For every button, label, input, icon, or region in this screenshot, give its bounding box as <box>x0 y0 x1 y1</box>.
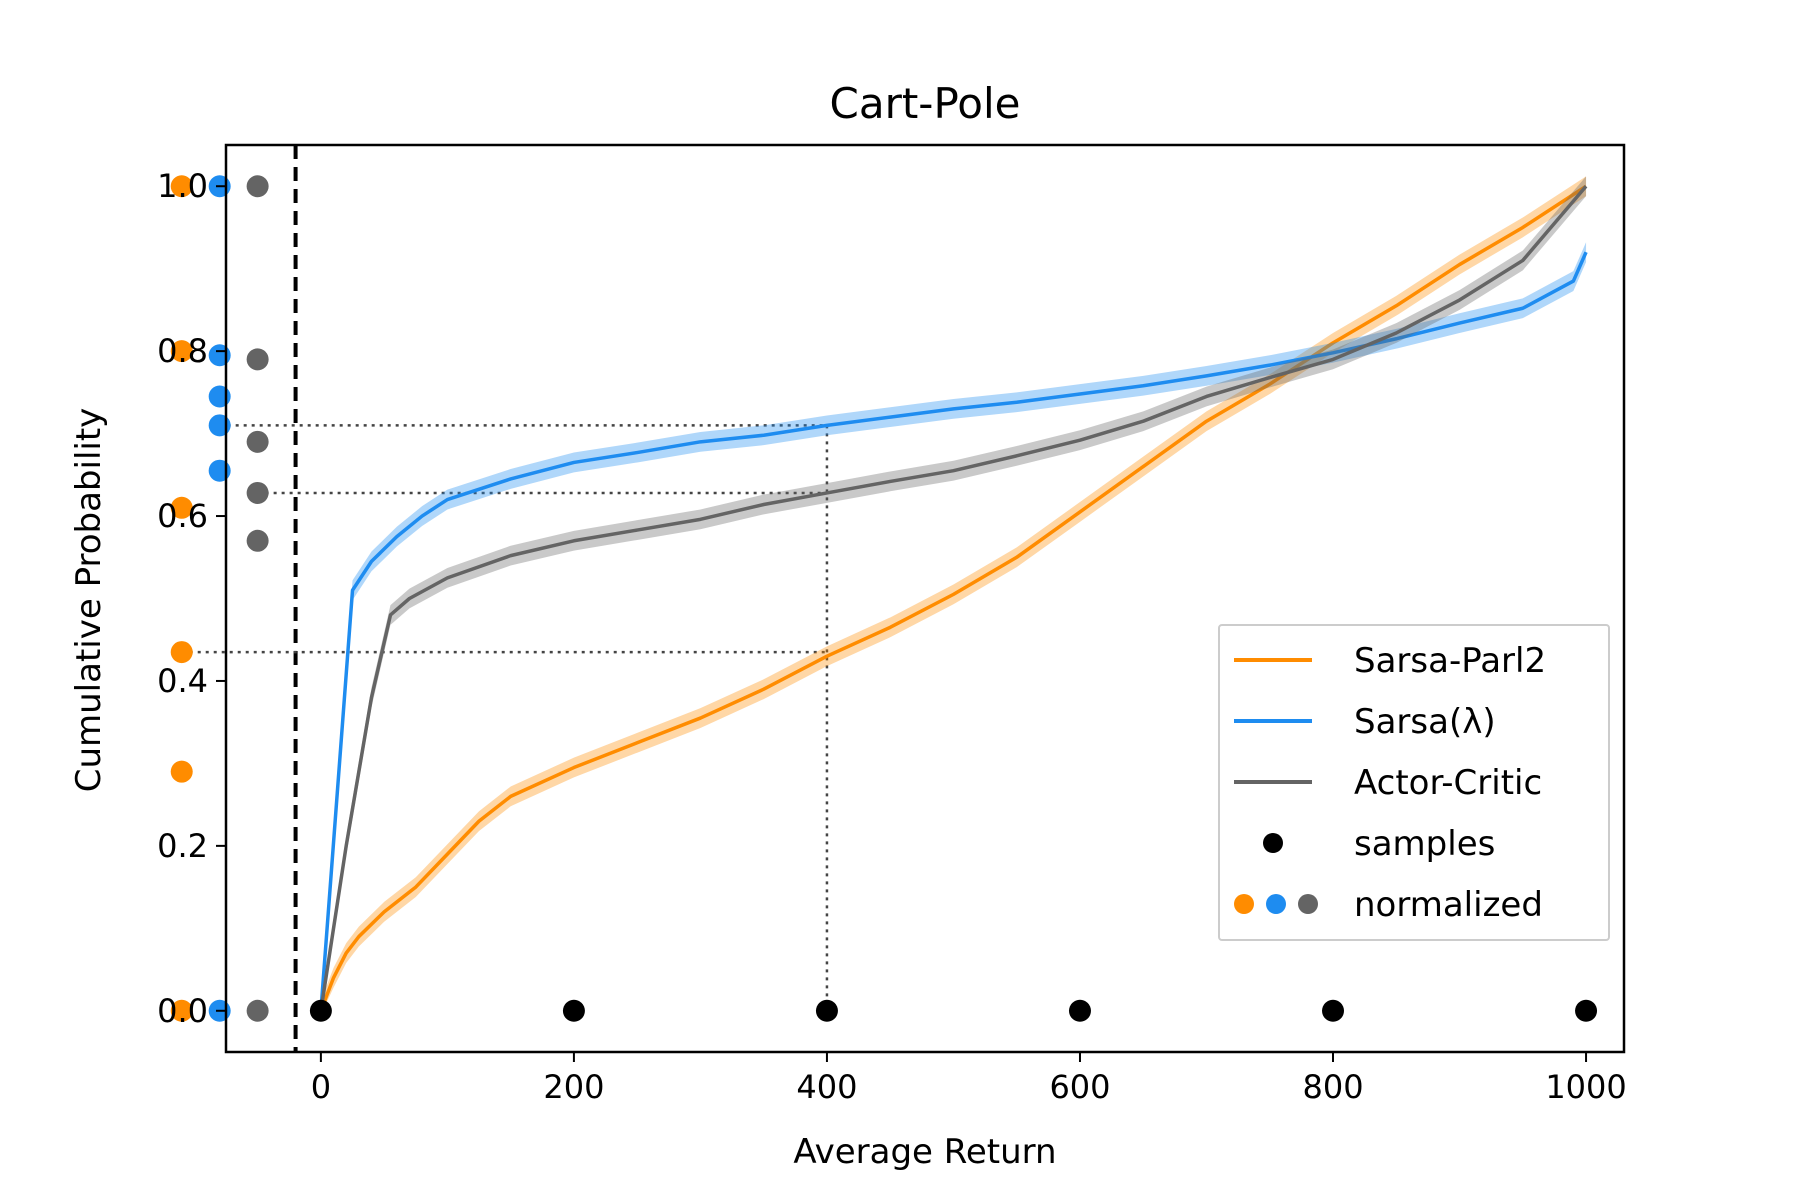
y-tick-label: 0.6 <box>157 497 208 535</box>
legend-swatch <box>1298 894 1318 914</box>
x-tick-label: 800 <box>1302 1068 1363 1106</box>
y-tick-label: 0.8 <box>157 332 208 370</box>
legend-label: Sarsa(λ) <box>1354 702 1496 742</box>
normalized-point <box>246 529 269 552</box>
chart-title: Cart-Pole <box>830 79 1021 128</box>
series-band <box>320 176 1587 1015</box>
sample-point <box>562 999 585 1022</box>
axis-ticks: 0 200 400 600 800 1000 0.0 0.2 0.4 0.6 0.8 1.0 <box>157 167 1627 1106</box>
normalized-point <box>208 459 231 482</box>
normalized-point <box>170 999 193 1022</box>
sample-point <box>1068 999 1091 1022</box>
sample-point <box>1575 999 1598 1022</box>
normalized-point <box>246 430 269 453</box>
legend-swatch <box>1263 833 1283 853</box>
series-line <box>319 184 1588 1012</box>
y-tick-label: 1.0 <box>157 167 208 205</box>
legend-label: Sarsa-Parl2 <box>1354 641 1546 681</box>
normalized-point <box>246 175 269 198</box>
x-axis-label: Average Return <box>793 1132 1056 1172</box>
normalized-point <box>208 344 231 367</box>
series-band <box>320 242 1587 1015</box>
normalized-point <box>208 414 231 437</box>
plot-area <box>170 145 1598 1052</box>
legend: Sarsa-Parl2 Sarsa(λ) Actor-Critic samples no… <box>1218 624 1610 941</box>
legend-label: Actor-Critic <box>1354 763 1542 803</box>
normalized-point <box>246 348 269 371</box>
normalized-point <box>170 175 193 198</box>
y-tick-label: 0.0 <box>157 992 208 1030</box>
normalized-point <box>246 481 269 504</box>
normalized-point <box>170 760 193 783</box>
y-tick-label: 0.4 <box>157 662 208 700</box>
legend-swatch <box>1266 894 1286 914</box>
series-line <box>319 185 1588 1012</box>
legend-swatch <box>1234 894 1254 914</box>
normalized-point <box>246 999 269 1022</box>
x-tick-label: 0 <box>311 1068 331 1106</box>
x-tick-label: 600 <box>1049 1068 1110 1106</box>
x-tick-label: 1000 <box>1545 1068 1626 1106</box>
sample-point <box>815 999 838 1022</box>
x-tick-label: 200 <box>543 1068 604 1106</box>
normalized-point <box>170 496 193 519</box>
y-axis-label: Cumulative Probability <box>69 408 109 793</box>
legend-label: normalized <box>1354 885 1543 925</box>
legend-box <box>1218 624 1610 941</box>
legend-label: samples <box>1354 824 1495 864</box>
plot-frame <box>224 143 1626 1054</box>
normalized-point <box>170 641 193 664</box>
x-tick-label: 400 <box>796 1068 857 1106</box>
normalized-point <box>170 340 193 363</box>
sample-point <box>1322 999 1345 1022</box>
normalized-point <box>208 385 231 408</box>
y-tick-label: 0.2 <box>157 827 208 865</box>
series-line <box>319 251 1588 1011</box>
sample-point <box>309 999 332 1022</box>
